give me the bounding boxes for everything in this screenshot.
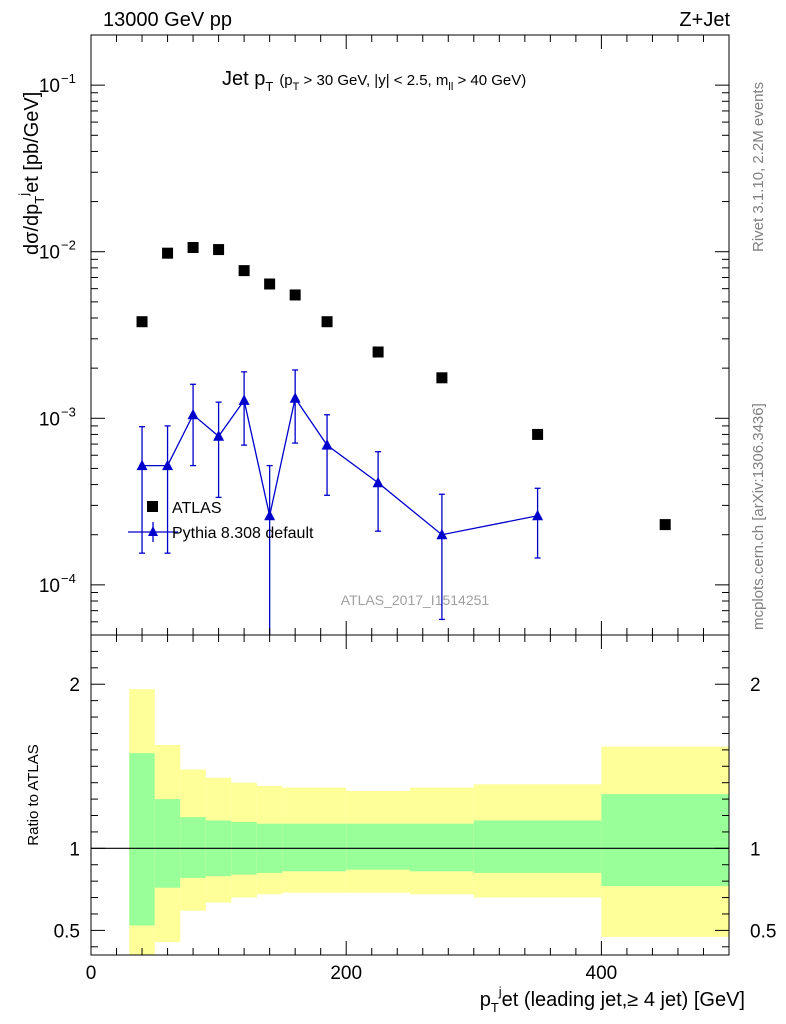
main-y-tick-exp-3: −4	[61, 571, 76, 586]
x-tick-label-0: 0	[86, 963, 97, 984]
header-left: 13000 GeV pp	[103, 9, 232, 31]
mc-point-5	[264, 509, 276, 521]
mc-point-6	[289, 392, 301, 403]
title-cut-pt: (p	[279, 72, 292, 89]
ratio-y-tick-label-right-1: 1	[750, 839, 761, 860]
mc-point-4	[238, 394, 250, 405]
ratio-y-tick-label-2: 2	[69, 675, 80, 696]
analysis-watermark: ATLAS_2017_I1514251	[341, 592, 490, 608]
mc-point-10	[532, 509, 544, 521]
ylabel-prefix: dσ/dp	[21, 204, 43, 255]
ratio-band-inner-1	[154, 799, 181, 888]
title-main-sub: T	[265, 79, 273, 94]
ratio-y-tick-label-right-0: 0.5	[750, 921, 776, 942]
title-main: Jet p	[222, 68, 265, 90]
ratio-band-inner-6	[282, 823, 347, 872]
ratio-band-inner-2	[180, 817, 206, 878]
atlas-point-9	[436, 372, 448, 384]
ratio-y-tick-label-right-2: 2	[750, 675, 761, 696]
legend-atlas-label: ATLAS	[172, 500, 222, 517]
main-plot-marks	[136, 241, 671, 635]
xlabel-prefix: p	[480, 989, 491, 1011]
atlas-point-0	[136, 316, 148, 328]
header-right: Z+Jet	[679, 9, 730, 31]
x-axis-label: pTjet (leading jet,≥ 4 jet) [GeV]	[480, 984, 745, 1015]
main-y-tick-label-0: 10	[39, 76, 60, 97]
main-y-tick-exp-1: −2	[61, 238, 76, 253]
atlas-point-3	[213, 244, 225, 256]
atlas-point-11	[659, 519, 671, 531]
y-tick-base: 10	[39, 243, 60, 264]
title-cut-rest: > 30 GeV, |y| < 2.5, m	[299, 72, 448, 89]
title-cut-end: > 40 GeV)	[453, 72, 526, 89]
atlas-point-8	[372, 346, 384, 358]
main-y-tick-label-2: 10	[39, 409, 60, 430]
main-plot-frame	[90, 34, 730, 636]
main-plot-title: Jet pT (pT > 30 GeV, |y| < 2.5, mll > 40 …	[222, 68, 526, 94]
atlas-point-6	[289, 289, 301, 301]
ratio-band-inner-7	[346, 823, 410, 870]
ylabel-sup: j	[16, 193, 31, 197]
mc-point-3	[213, 430, 225, 441]
legend-mc-label: Pythia 8.308 default	[172, 525, 314, 542]
legend: ATLAS Pythia 8.308 default	[128, 500, 314, 542]
main-y-axis-label: dσ/dpTjet [pb/GeV]	[16, 92, 47, 255]
x-tick-label-2: 400	[586, 963, 618, 984]
ratio-band-inner-8	[410, 823, 474, 872]
rivet-label: Rivet 3.1.10, 2.2M events	[750, 82, 767, 252]
ratio-bands	[91, 689, 729, 955]
atlas-point-5	[264, 278, 276, 290]
mcplots-label: mcplots.cern.ch [arXiv:1306.3436]	[750, 403, 767, 630]
mc-point-8	[372, 476, 384, 488]
main-y-tick-label-1: 10	[39, 243, 60, 264]
mc-point-9	[436, 528, 448, 540]
ylabel-sub: T	[32, 196, 47, 204]
ratio-band-inner-10	[601, 794, 729, 887]
mc-point-0	[136, 459, 148, 471]
xlabel-sup: j	[498, 984, 502, 999]
mc-point-7	[321, 439, 333, 450]
main-y-tick-exp-2: −3	[61, 404, 76, 419]
y-tick-base: 10	[39, 409, 60, 430]
title-cut-ll-sub: ll	[448, 81, 453, 93]
ratio-band-inner-0	[129, 753, 155, 926]
y-tick-base: 10	[39, 76, 60, 97]
atlas-point-10	[532, 428, 544, 440]
main-y-tick-label-3: 10	[39, 576, 60, 597]
ratio-plot-frame	[90, 634, 730, 956]
xlabel-suffix: et (leading jet,≥ 4 jet) [GeV]	[502, 989, 745, 1011]
legend-mc-marker	[148, 526, 158, 536]
mc-point-1	[162, 459, 174, 471]
atlas-point-2	[187, 241, 199, 253]
y-tick-base: 10	[39, 576, 60, 597]
atlas-point-7	[321, 316, 333, 328]
xlabel-sub: T	[491, 1000, 499, 1015]
legend-atlas-marker	[147, 501, 158, 512]
ylabel-suffix: et [pb/GeV]	[21, 92, 43, 193]
title-cut-pt-sub: T	[293, 81, 300, 93]
ratio-y-tick-label-1: 1	[69, 839, 80, 860]
mc-point-2	[187, 408, 199, 420]
atlas-point-1	[162, 247, 174, 259]
x-tick-label-1: 200	[330, 963, 362, 984]
atlas-point-4	[238, 265, 250, 277]
main-y-tick-exp-0: −1	[61, 71, 76, 86]
ratio-y-tick-label-0: 0.5	[54, 921, 80, 942]
ratio-y-axis-label: Ratio to ATLAS	[25, 744, 42, 845]
ratio-band-inner-9	[473, 820, 602, 873]
